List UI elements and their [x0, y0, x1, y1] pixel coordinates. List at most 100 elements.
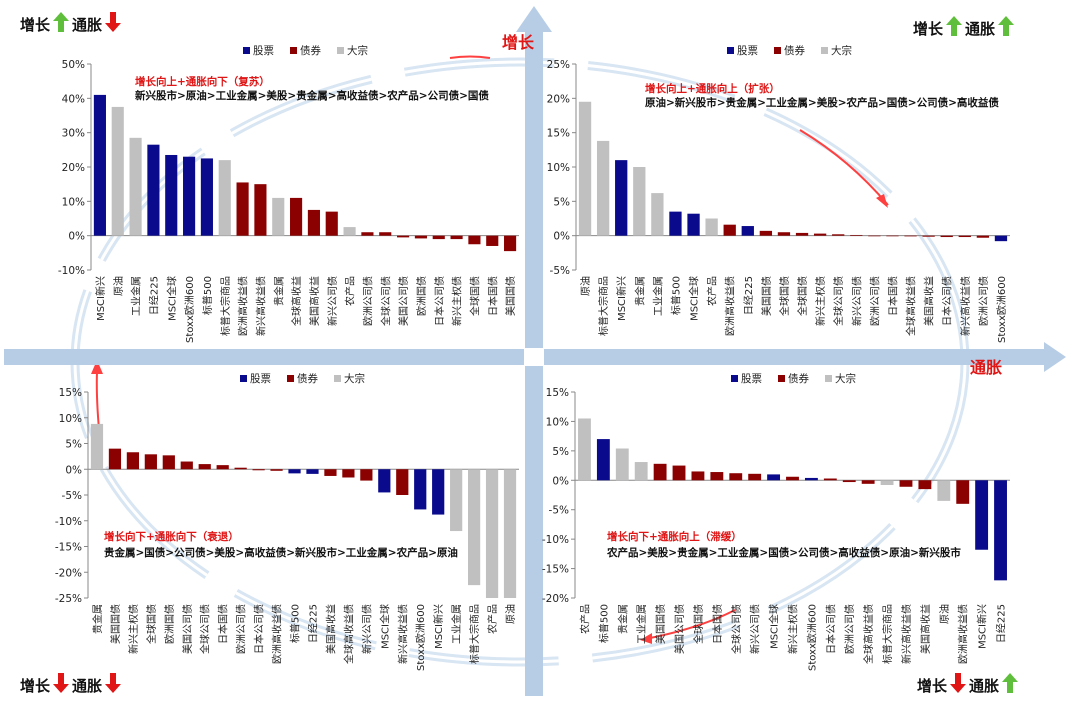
legend-swatch	[290, 47, 297, 54]
bar	[396, 469, 409, 495]
growth-word: 增长	[913, 19, 944, 38]
y-tick-label: 20%	[62, 162, 85, 174]
cycle-red-arrow	[649, 609, 736, 639]
bar	[108, 448, 122, 470]
category-label: 欧洲国债	[163, 604, 176, 644]
bar	[899, 480, 913, 487]
y-tick-label: 0%	[553, 231, 570, 243]
category-label: 全球高收益	[290, 276, 303, 326]
bar	[880, 480, 894, 485]
category-label: 欧洲公司债	[843, 604, 856, 654]
category-label: 全球公司债	[832, 276, 845, 326]
cycle-red-arrow	[799, 129, 889, 206]
bar	[729, 473, 743, 481]
category-label: 标普大宗商品	[468, 604, 481, 664]
bar	[93, 94, 106, 236]
y-tick-label: 40%	[62, 93, 85, 105]
y-tick-label: -15%	[542, 564, 569, 576]
bar	[786, 476, 799, 481]
category-label: 农产品	[344, 276, 357, 306]
bar	[687, 213, 700, 236]
legend-label: 大宗	[835, 372, 856, 385]
bar	[922, 235, 935, 237]
bar	[615, 448, 629, 481]
legend-label: 股票	[741, 373, 762, 385]
legend-swatch	[287, 375, 294, 382]
category-label: 美国国债	[654, 604, 667, 644]
legend-label: 债券	[300, 44, 321, 57]
bar	[804, 477, 818, 481]
bar	[236, 182, 249, 236]
legend-swatch	[825, 375, 832, 382]
bar	[994, 235, 1008, 242]
bar	[710, 472, 724, 481]
down-arrow-icon	[53, 673, 70, 697]
category-label: 日经225	[742, 276, 755, 315]
chart-stagflation: -20% -15% -10% -5% 0% 5% 10% 15% 农产品 标普500 贵金属 工业金属…	[542, 372, 1010, 671]
category-label: Stoxx欧洲600	[806, 604, 818, 671]
y-tick-label: 10%	[62, 196, 85, 208]
y-tick-label: 15%	[546, 387, 569, 399]
cycle-red-arrowhead	[91, 360, 103, 374]
chart-title: 增长向下+通胀向上（滞缓）	[607, 530, 742, 543]
down-arrow-icon	[105, 12, 122, 36]
bar	[467, 469, 481, 586]
category-label: 贵金属	[616, 604, 629, 634]
category-label: 新兴公司债	[749, 604, 762, 654]
bar	[823, 478, 837, 481]
category-label: 美国国债	[760, 276, 773, 316]
inflation-axis-arrowhead	[1044, 342, 1066, 372]
category-label: 新兴主权债	[787, 604, 800, 654]
category-label: 欧洲公司债	[977, 276, 990, 326]
bar	[861, 480, 875, 484]
down-arrow-icon	[105, 673, 122, 697]
bar	[379, 232, 392, 236]
category-label: 日本公司债	[824, 604, 837, 654]
category-label: MSCI新兴	[432, 604, 445, 649]
y-tick-label: -20%	[55, 567, 82, 579]
bar	[290, 197, 303, 236]
y-tick-label: -15%	[55, 542, 82, 554]
category-label: 新兴主权债	[451, 276, 464, 326]
bar	[918, 480, 932, 490]
y-tick-label: 10%	[547, 162, 570, 174]
chart-recovery: -10% 0% 10% 20% 30% 40% 50% MSCI新兴 原油 工业金属 日经225 MS…	[58, 44, 519, 343]
category-label: 新兴高收益债	[254, 276, 267, 336]
bar	[90, 423, 104, 470]
bar	[651, 193, 664, 236]
bar	[958, 235, 971, 238]
bar	[200, 158, 213, 236]
category-label: 工业金属	[450, 604, 463, 644]
inflation-word: 通胀	[72, 676, 103, 695]
legend-label: 股票	[253, 45, 274, 57]
y-tick-label: 0%	[552, 475, 569, 487]
bar	[147, 144, 160, 236]
category-label: 新兴高收益债	[959, 276, 972, 336]
y-tick-label: -20%	[542, 593, 569, 605]
ranking-text: 贵金属>国债>公司债>美股>高收益债>新兴股市>工业金属>农产品>原油	[104, 546, 458, 559]
chart-title: 增长向下+通胀向下（衰退）	[104, 530, 239, 543]
category-label: MSCI新兴	[94, 276, 107, 321]
category-label: 全球国债	[778, 276, 791, 316]
growth-word: 增长	[917, 676, 948, 695]
category-label: 美国公司债	[181, 604, 194, 654]
chart-title: 增长向上+通胀向下（复苏）	[135, 75, 270, 88]
bar	[324, 469, 337, 476]
category-label: 美国高收益	[923, 276, 936, 326]
category-label: 新兴高收益债	[396, 604, 409, 664]
category-label: 新兴高收益债	[900, 604, 913, 664]
category-label: 欧洲高收益债	[237, 276, 250, 336]
bar	[723, 224, 736, 236]
legend: 股票 债券 大宗	[240, 372, 365, 385]
category-label: 贵金属	[91, 604, 104, 634]
bar	[741, 226, 754, 236]
category-label: 农产品	[486, 604, 499, 634]
category-label: 日经225	[147, 276, 160, 315]
category-label: MSCI全球	[768, 604, 781, 649]
bar	[940, 235, 953, 238]
category-label: 美国高收益	[919, 604, 932, 654]
y-tick-label: -5%	[549, 505, 569, 517]
growth-axis-arrowhead	[516, 6, 552, 32]
